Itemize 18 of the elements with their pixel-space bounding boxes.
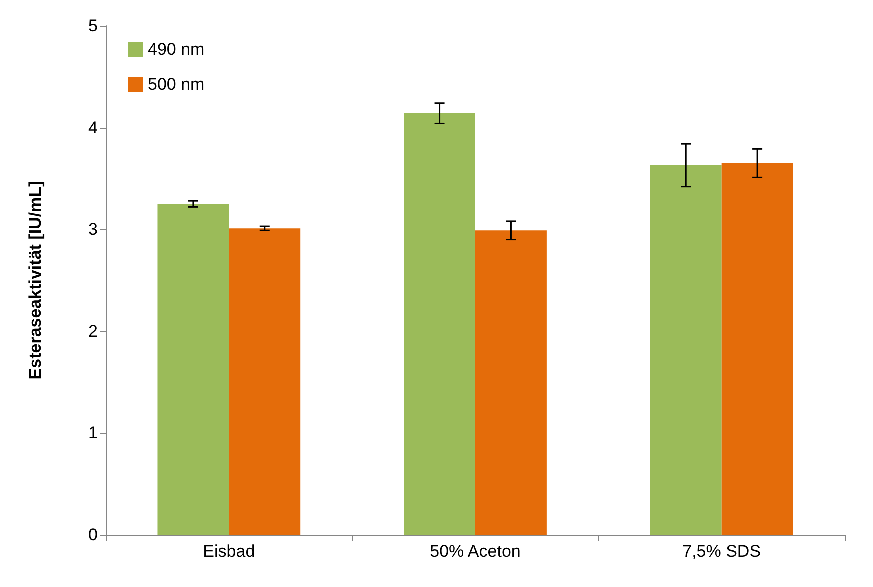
y-axis-title: Esteraseaktivität [IU/mL]	[26, 181, 45, 380]
bar	[404, 114, 476, 535]
y-tick-label: 0	[88, 526, 98, 544]
y-tick-label: 4	[88, 118, 98, 138]
y-tick-label: 1	[88, 424, 98, 443]
bar	[476, 230, 547, 535]
bar	[650, 165, 722, 535]
legend-label: 500 nm	[148, 75, 205, 94]
x-tick-label: 7,5% SDS	[682, 542, 762, 561]
x-tick-label: 50% Aceton	[430, 542, 521, 561]
x-tick-label: Eisbad	[203, 542, 256, 561]
y-tick-label: 3	[88, 220, 98, 240]
legend-label: 490 nm	[148, 40, 205, 59]
bar	[158, 204, 230, 535]
bar	[722, 163, 794, 535]
bar	[229, 228, 301, 535]
y-tick-label: 5	[88, 16, 98, 36]
y-tick-label: 2	[88, 322, 98, 341]
